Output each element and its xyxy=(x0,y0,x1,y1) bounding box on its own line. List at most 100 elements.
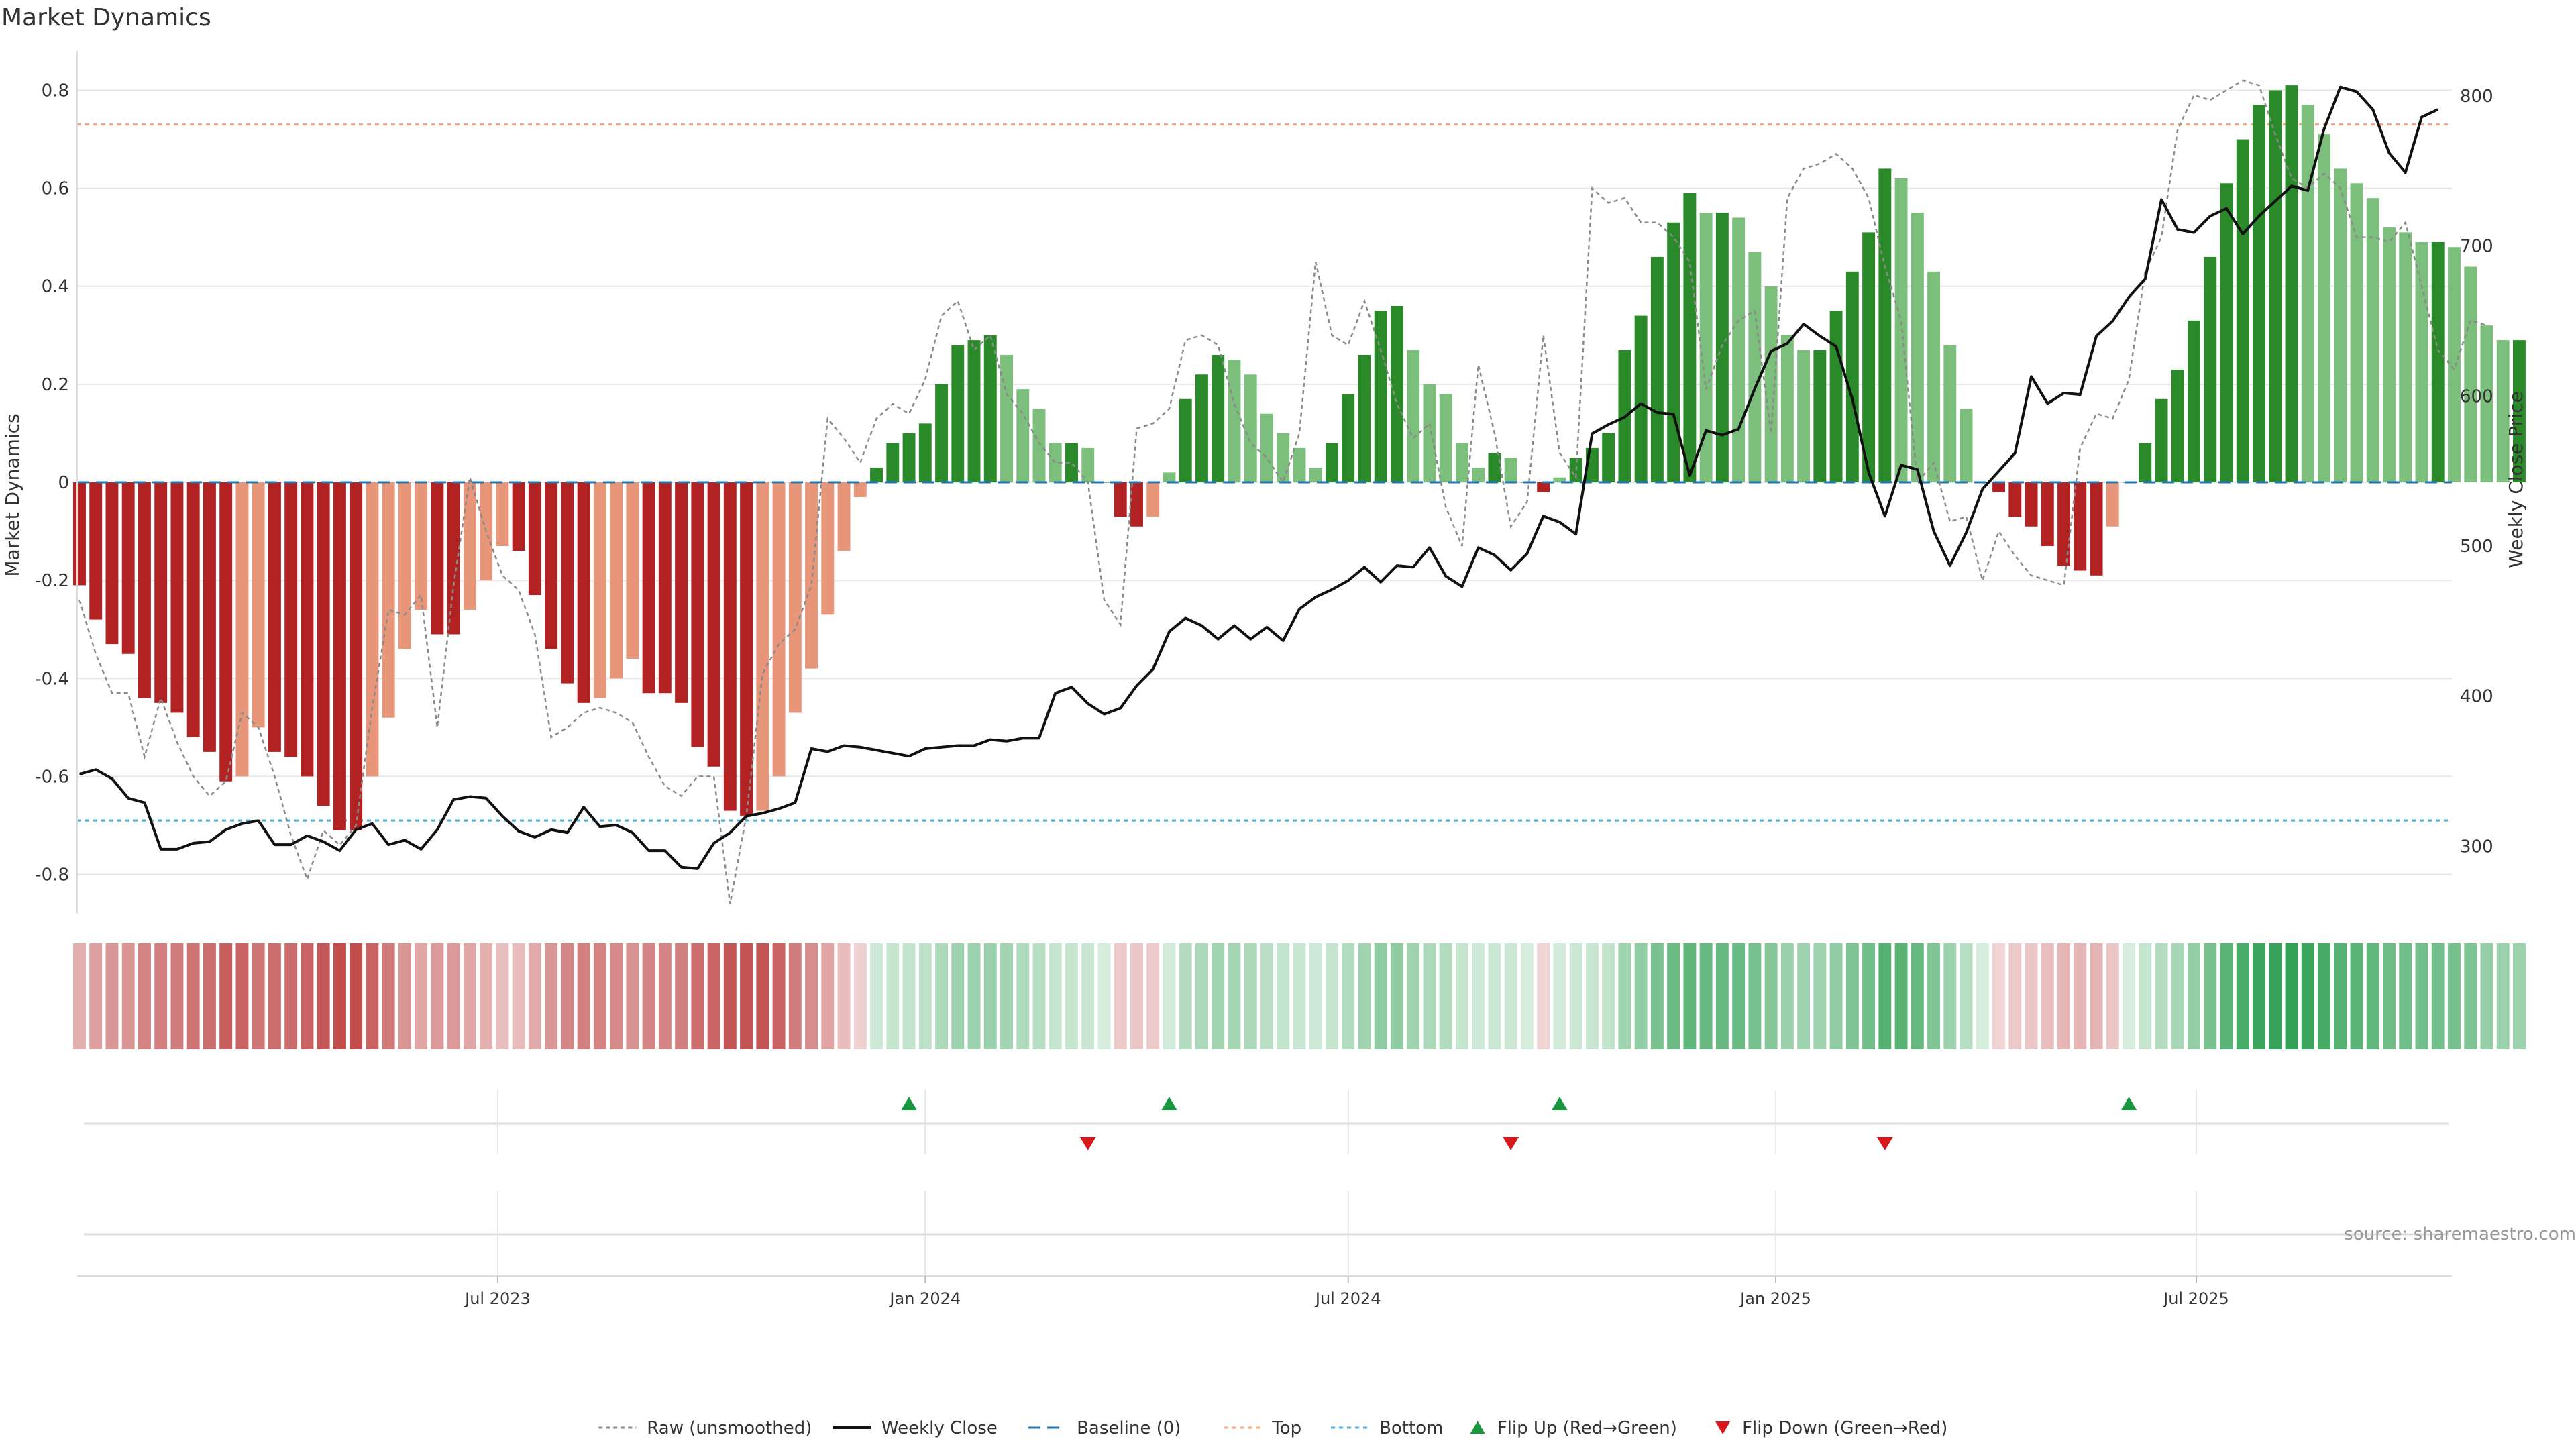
heat-cell xyxy=(1195,943,1208,1049)
heat-cell xyxy=(1488,943,1501,1049)
heat-cell xyxy=(756,943,769,1049)
momentum-bar xyxy=(1602,433,1615,482)
heat-cell xyxy=(2350,943,2363,1049)
momentum-bar xyxy=(561,482,574,684)
heat-cell xyxy=(2220,943,2233,1049)
heat-cell xyxy=(1748,943,1762,1049)
heat-cell xyxy=(1146,943,1160,1049)
heat-cell xyxy=(1927,943,1941,1049)
y2-tick-label: 600 xyxy=(2460,386,2493,407)
momentum-bar xyxy=(528,482,541,596)
momentum-bar xyxy=(1537,482,1550,492)
momentum-bar xyxy=(951,345,965,482)
legend-label: Raw (unsmoothed) xyxy=(647,1418,812,1438)
momentum-bar xyxy=(2285,85,2298,483)
heat-cell xyxy=(512,943,525,1049)
momentum-bar xyxy=(788,482,802,713)
legend-label: Bottom xyxy=(1379,1418,1443,1438)
heat-cell xyxy=(1309,943,1322,1049)
flip-up-marker xyxy=(1551,1097,1568,1110)
heat-cell xyxy=(821,943,835,1049)
x-tick-label: Jul 2024 xyxy=(1314,1289,1381,1308)
momentum-bar xyxy=(1667,222,1680,482)
heat-cell xyxy=(1293,943,1306,1049)
heat-cell xyxy=(1764,943,1778,1049)
momentum-bar xyxy=(1293,447,1306,482)
momentum-bar xyxy=(626,482,639,659)
flip-down-marker xyxy=(1876,1137,1893,1150)
heat-cell xyxy=(2480,943,2493,1049)
x-tick-label: Jul 2023 xyxy=(464,1289,531,1308)
momentum-bar xyxy=(1960,409,1973,482)
heat-cell xyxy=(2415,943,2428,1049)
heat-cell xyxy=(675,943,688,1049)
heat-cell xyxy=(1602,943,1615,1049)
heat-cell xyxy=(2301,943,2314,1049)
heat-cell xyxy=(1585,943,1599,1049)
heat-cell xyxy=(1732,943,1746,1049)
heat-cell xyxy=(853,943,867,1049)
momentum-bar xyxy=(658,482,672,694)
heat-cell xyxy=(235,943,249,1049)
heat-cell xyxy=(333,943,346,1049)
momentum-bar xyxy=(2253,105,2265,482)
heat-cell xyxy=(2204,943,2217,1049)
heat-cell xyxy=(2285,943,2298,1049)
heat-cell xyxy=(626,943,639,1049)
heat-cell xyxy=(431,943,444,1049)
heat-cell xyxy=(1163,943,1176,1049)
heat-cell xyxy=(886,943,900,1049)
momentum-bar xyxy=(252,482,265,728)
heat-cell xyxy=(1439,943,1452,1049)
momentum-bar xyxy=(2204,256,2217,482)
heat-cell xyxy=(935,943,948,1049)
momentum-bar xyxy=(902,433,916,482)
momentum-bar xyxy=(1277,433,1290,482)
momentum-bar xyxy=(1455,443,1468,482)
momentum-bar xyxy=(2025,482,2038,527)
reference-levels xyxy=(77,123,2452,822)
momentum-bar xyxy=(2366,198,2379,482)
heat-cell xyxy=(2008,943,2022,1049)
momentum-bar xyxy=(772,482,786,777)
momentum-bar xyxy=(1325,443,1338,482)
heat-cell xyxy=(1065,943,1078,1049)
heat-cell xyxy=(480,943,493,1049)
momentum-bar xyxy=(2350,183,2363,482)
momentum-bar xyxy=(415,482,428,610)
momentum-bar xyxy=(691,482,704,747)
momentum-bar xyxy=(1000,355,1013,482)
heat-cell xyxy=(317,943,330,1049)
legend-swatch-flip-up xyxy=(1470,1421,1485,1434)
momentum-bar xyxy=(447,482,460,635)
y2-tick-label: 500 xyxy=(2460,537,2493,557)
heat-cell xyxy=(918,943,932,1049)
legend-label: Weekly Close xyxy=(881,1418,998,1438)
heat-cell xyxy=(366,943,379,1049)
momentum-bar xyxy=(1927,271,1941,482)
heat-cell xyxy=(1472,943,1485,1049)
heat-cell xyxy=(740,943,753,1049)
heat-cell xyxy=(1049,943,1062,1049)
heat-cell xyxy=(2106,943,2119,1049)
momentum-bar xyxy=(1374,311,1387,482)
momentum-bar xyxy=(170,482,184,713)
momentum-bar xyxy=(105,482,119,645)
heat-cell xyxy=(2041,943,2054,1049)
momentum-bar xyxy=(2399,232,2412,482)
momentum-bar xyxy=(1114,482,1127,517)
legend-label: Baseline (0) xyxy=(1077,1418,1181,1438)
heat-cell xyxy=(1260,943,1273,1049)
momentum-bar xyxy=(1748,252,1762,482)
heat-cell xyxy=(121,943,135,1049)
heat-cell xyxy=(463,943,476,1049)
momentum-bar xyxy=(1439,394,1452,482)
momentum-bar xyxy=(2155,398,2168,482)
legend-label: Top xyxy=(1271,1418,1301,1438)
momentum-bar xyxy=(853,482,867,497)
heat-cell xyxy=(1097,943,1111,1049)
momentum-bar xyxy=(1195,374,1208,482)
heat-cell xyxy=(1862,943,1876,1049)
momentum-bar xyxy=(870,468,883,482)
heat-cell xyxy=(382,943,395,1049)
